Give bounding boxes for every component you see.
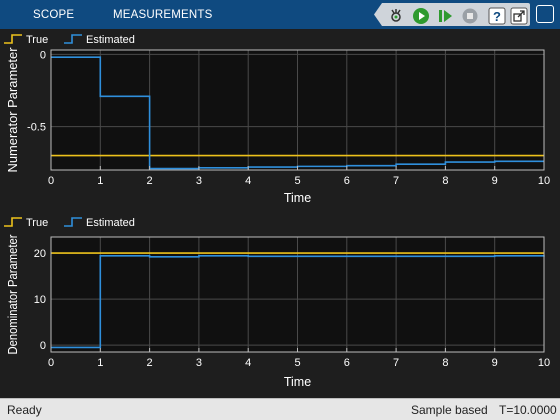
x-tick-label: 9 — [492, 357, 498, 369]
legend-true-label: True — [26, 34, 48, 46]
x-tick-label: 5 — [294, 357, 300, 369]
x-tick-label: 0 — [48, 175, 54, 187]
x-tick-label: 1 — [97, 357, 103, 369]
x-tick-label: 2 — [147, 175, 153, 187]
x-tick-label: 10 — [538, 175, 550, 187]
x-tick-label: 4 — [245, 357, 251, 369]
legend-estimated-swatch — [64, 34, 82, 44]
numerator-plot: True Estimated 0 1 2 3 4 5 6 7 8 9 10 0 -0.5 Time Numera… — [4, 34, 550, 205]
y-tick-label: 0 — [40, 340, 46, 352]
tab-scope[interactable]: SCOPE — [33, 9, 75, 21]
legend-estimated-swatch — [64, 217, 82, 227]
x-tick-label: 6 — [344, 175, 350, 187]
legend-true-swatch — [4, 217, 22, 227]
legend-estimated-label: Estimated — [86, 217, 135, 229]
status-ready: Ready — [7, 403, 42, 417]
x-tick-label: 3 — [196, 175, 202, 187]
help-icon[interactable]: ? — [487, 6, 507, 26]
x-tick-label: 8 — [442, 357, 448, 369]
x-axis-label: Time — [284, 375, 311, 389]
x-tick-label: 3 — [196, 357, 202, 369]
legend-estimated-label: Estimated — [86, 34, 135, 46]
legend: True Estimated — [4, 34, 135, 46]
status-bar: Ready Sample based T=10.0000 — [0, 398, 560, 420]
dock-icon[interactable] — [536, 5, 554, 23]
x-tick-label: 5 — [294, 175, 300, 187]
simulation-controls: ? — [374, 3, 530, 26]
x-tick-label: 7 — [393, 175, 399, 187]
x-axis-label: Time — [284, 191, 311, 205]
y-tick-label: 20 — [34, 248, 46, 260]
legend: True Estimated — [4, 217, 135, 229]
series-estimated-line — [51, 255, 545, 349]
x-tick-label: 6 — [344, 357, 350, 369]
svg-text:?: ? — [493, 9, 501, 24]
y-axis-label: Numerator Parameter — [6, 48, 20, 173]
x-tick-label: 2 — [147, 357, 153, 369]
toolstrip: SCOPE MEASUREMENTS ? — [0, 0, 560, 29]
x-tick-label: 1 — [97, 175, 103, 187]
stop-icon[interactable] — [460, 6, 480, 26]
status-mode: Sample based — [411, 403, 488, 417]
y-tick-label: 10 — [34, 294, 46, 306]
x-tick-label: 7 — [393, 357, 399, 369]
legend-true-label: True — [26, 217, 48, 229]
step-back-icon[interactable] — [386, 6, 406, 26]
x-tick-label: 0 — [48, 357, 54, 369]
legend-true-swatch — [4, 34, 22, 44]
y-tick-label: 0 — [40, 49, 46, 61]
x-tick-label: 9 — [492, 175, 498, 187]
status-time: T=10.0000 — [499, 403, 557, 417]
denominator-plot: True Estimated 0 1 2 3 4 5 6 7 8 9 10 20 10 0 Time Denomi… — [4, 217, 550, 389]
y-tick-label: -0.5 — [27, 122, 46, 134]
undock-icon[interactable] — [509, 6, 529, 26]
x-tick-label: 10 — [538, 357, 550, 369]
tab-measurements[interactable]: MEASUREMENTS — [113, 9, 213, 21]
step-forward-icon[interactable] — [435, 6, 455, 26]
x-tick-label: 4 — [245, 175, 251, 187]
run-icon[interactable] — [411, 6, 431, 26]
x-tick-label: 8 — [442, 175, 448, 187]
y-axis-label: Denominator Parameter — [6, 235, 20, 355]
